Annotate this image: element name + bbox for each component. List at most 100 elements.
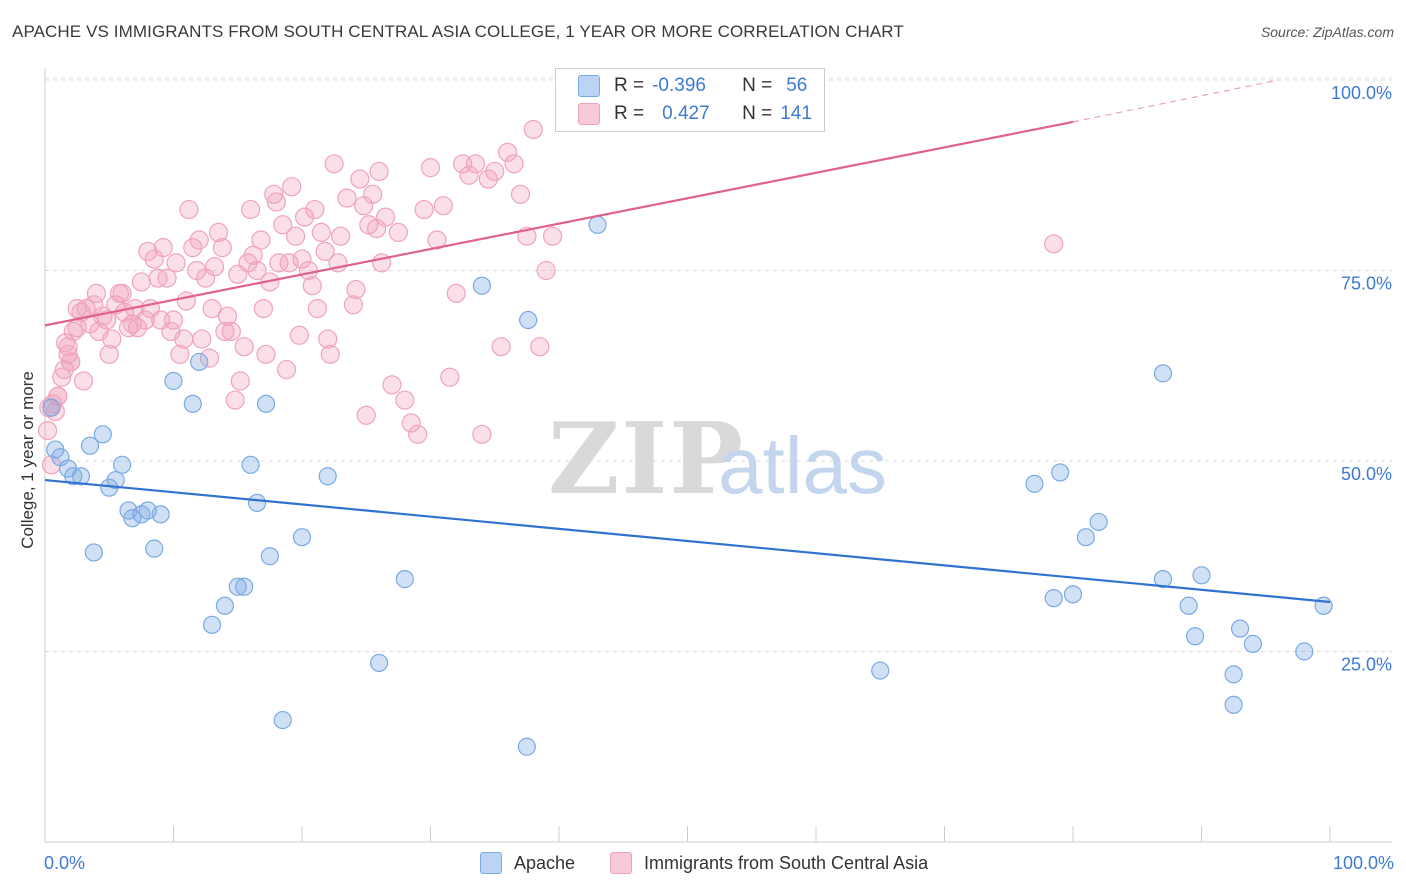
immigrants-point [153, 238, 173, 258]
apache-point [1089, 512, 1108, 532]
immigrants-point [401, 413, 421, 433]
immigrants-point [330, 226, 351, 246]
y-tick-label: 50.0% [1341, 464, 1392, 484]
immigrants-point [174, 329, 194, 349]
immigrants-trendline-extension [1072, 79, 1279, 123]
apache-point [64, 467, 83, 486]
stats-legend: R = -0.396 N = 56 R = 0.427 N = 141 [555, 68, 825, 132]
immigrants-point [273, 215, 293, 235]
immigrants-point [375, 207, 396, 227]
immigrants-point [478, 169, 498, 189]
immigrants-point [318, 329, 338, 349]
chart-title: APACHE VS IMMIGRANTS FROM SOUTH CENTRAL … [12, 22, 904, 41]
x-axis-max-label: 100.0% [1332, 853, 1394, 873]
legend-immigrants-label: Immigrants from South Central Asia [644, 852, 929, 873]
immigrants-point [289, 325, 310, 345]
immigrants-point [472, 424, 492, 444]
immigrants-point [498, 142, 518, 162]
apache-n-label: N = [742, 75, 773, 96]
immigrants-point [122, 314, 142, 334]
apache-point [164, 371, 183, 391]
immigrants-point [433, 196, 453, 216]
immigrants-point [54, 359, 74, 380]
immigrants-point [253, 299, 274, 319]
immigrants-point [302, 276, 322, 296]
immigrants-point [264, 184, 284, 204]
immigrants-point [369, 161, 389, 182]
immigrants-r-value: 0.427 [662, 103, 710, 124]
immigrants-point [58, 337, 78, 357]
immigrants-point [337, 188, 357, 208]
apache-point [190, 352, 209, 372]
immigrants-point [176, 291, 196, 311]
immigrants-point [266, 192, 286, 212]
immigrants-n-label: N = [742, 103, 773, 124]
apache-point [1224, 695, 1243, 714]
immigrants-point [504, 154, 524, 174]
immigrants-point [285, 226, 306, 246]
immigrants-point [192, 329, 212, 349]
immigrants-point [234, 337, 254, 357]
apache-point [370, 653, 389, 673]
immigrants-point [491, 337, 511, 357]
immigrants-point [356, 405, 376, 425]
immigrants-point [315, 241, 335, 262]
apache-point [260, 547, 279, 566]
apache-point [1076, 528, 1095, 547]
immigrants-point [61, 352, 81, 372]
immigrants-point [1044, 234, 1064, 254]
immigrants-point [170, 344, 190, 364]
y-tick-label: 100.0% [1331, 83, 1392, 103]
immigrants-point [350, 169, 370, 189]
apache-point [151, 505, 170, 524]
immigrants-point [420, 158, 441, 178]
apache-point [235, 577, 254, 596]
y-tick-label: 25.0% [1341, 655, 1392, 675]
apache-point [1224, 665, 1243, 684]
apache-point [215, 596, 234, 615]
immigrants-point [63, 321, 83, 342]
immigrants-point [414, 199, 434, 220]
apache-point [273, 710, 292, 730]
apache-trendline [44, 478, 1331, 604]
apache-point [472, 276, 491, 295]
apache-point [1295, 642, 1314, 661]
gridlines [45, 77, 1392, 652]
immigrants-swatch [578, 103, 600, 125]
immigrants-point [221, 321, 241, 342]
y-tick-label: 75.0% [1341, 274, 1392, 294]
apache-point [256, 394, 276, 413]
x-axis-min-label: 0.0% [44, 853, 86, 873]
apache-point [71, 467, 91, 486]
apache-point [1051, 463, 1070, 482]
apache-point [123, 509, 142, 528]
immigrants-point [530, 337, 550, 357]
apache-point [1063, 585, 1083, 604]
apache-point [93, 425, 112, 444]
immigrants-point [241, 199, 261, 220]
immigrants-point [99, 344, 119, 364]
immigrants-point [446, 283, 466, 303]
immigrants-point [205, 257, 225, 277]
immigrants-point [382, 375, 402, 395]
apache-n-value: 56 [786, 75, 808, 96]
y-tick-labels: 25.0% 50.0% 75.0% 100.0% [1331, 83, 1392, 675]
apache-point [42, 398, 61, 417]
series-legend: Apache Immigrants from South Central Asi… [0, 852, 1406, 878]
watermark: ZIP atlas [548, 402, 887, 517]
source-label: Source: ZipAtlas.com [1260, 24, 1394, 40]
immigrants-point [388, 222, 408, 242]
immigrants-point [294, 207, 315, 227]
immigrants-point [510, 184, 531, 204]
immigrants-point [251, 230, 271, 250]
apache-swatch [578, 75, 600, 97]
apache-point [1025, 474, 1044, 493]
apache-point [519, 310, 538, 330]
y-axis-label: College, 1 year or more [18, 371, 37, 549]
immigrants-point [52, 367, 72, 387]
immigrants-n-value: 141 [780, 103, 812, 124]
legend-item-apache: Apache [480, 852, 575, 874]
immigrants-point [135, 310, 155, 330]
apache-point [1179, 596, 1198, 615]
immigrants-point [217, 306, 238, 326]
